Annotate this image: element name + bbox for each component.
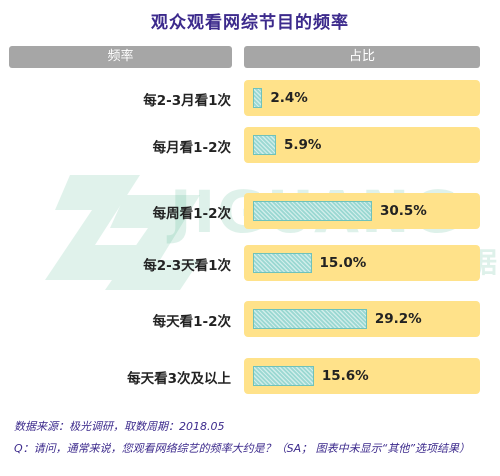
bar	[253, 88, 263, 108]
bar	[253, 135, 276, 155]
value-label: 5.9%	[284, 137, 322, 153]
value-label: 15.0%	[319, 255, 367, 271]
category-label: 每2-3天看1次	[143, 258, 231, 274]
bar	[253, 309, 367, 329]
data-source-note: 数据来源：极光调研，取数周期：2018.05	[14, 420, 225, 433]
category-label: 每2-3月看1次	[143, 93, 231, 109]
bar	[253, 366, 314, 386]
bar	[253, 253, 312, 273]
row-background: 29.2%	[244, 301, 480, 337]
value-label: 15.6%	[321, 368, 369, 384]
category-label: 每天看3次及以上	[127, 371, 231, 387]
row-background: 30.5%	[244, 193, 480, 229]
header-share: 占比	[244, 46, 480, 68]
row-background: 2.4%	[244, 80, 480, 116]
category-label: 每月看1-2次	[152, 140, 231, 156]
row-background: 15.6%	[244, 358, 480, 394]
category-label: 每天看1-2次	[152, 314, 231, 330]
category-label: 每周看1-2次	[152, 206, 231, 222]
header-frequency: 频率	[9, 46, 232, 68]
row-background: 15.0%	[244, 245, 480, 281]
bar	[253, 201, 372, 221]
chart-title: 观众观看网综节目的频率	[151, 13, 349, 33]
value-label: 2.4%	[270, 90, 308, 106]
value-label: 30.5%	[379, 203, 427, 219]
question-note: Q：请问，通常来说，您观看网络综艺的频率大约是？（SA； 图表中未显示“其他”选…	[14, 442, 471, 455]
row-background: 5.9%	[244, 127, 480, 163]
value-label: 29.2%	[374, 311, 422, 327]
